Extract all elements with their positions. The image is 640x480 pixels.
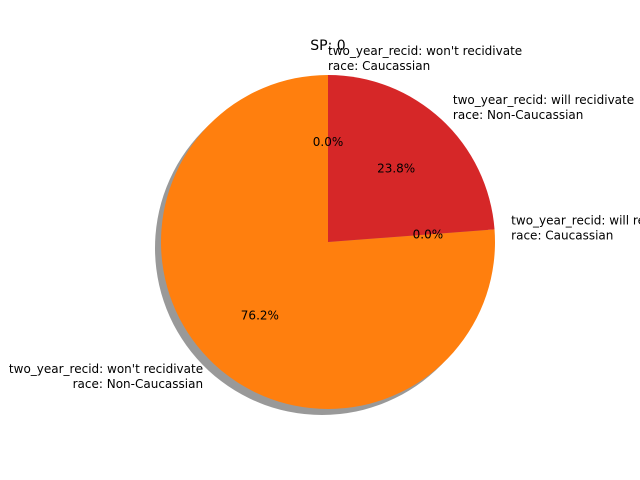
- slice-2-pct-label: 0.0%: [413, 227, 444, 241]
- pie-wedges: [161, 75, 496, 409]
- chart-title: SP: 0: [310, 38, 345, 54]
- slice-3-wedge: [328, 75, 495, 242]
- slice-0-pct-label: 0.0%: [313, 135, 344, 149]
- slice-3-pct-label: 23.8%: [377, 162, 415, 176]
- slice-1-wedge: [161, 75, 496, 409]
- slice-1-pct-label: 76.2%: [241, 308, 279, 322]
- slice-3-label: two_year_recid: will recidivate race: Non…: [453, 93, 634, 122]
- pie-labels: two_year_recid: won't recidivate race: Ca…: [9, 44, 640, 391]
- slice-0-label: two_year_recid: won't recidivate race: Ca…: [328, 44, 522, 73]
- slice-1-label: two_year_recid: won't recidivate race: No…: [9, 362, 203, 391]
